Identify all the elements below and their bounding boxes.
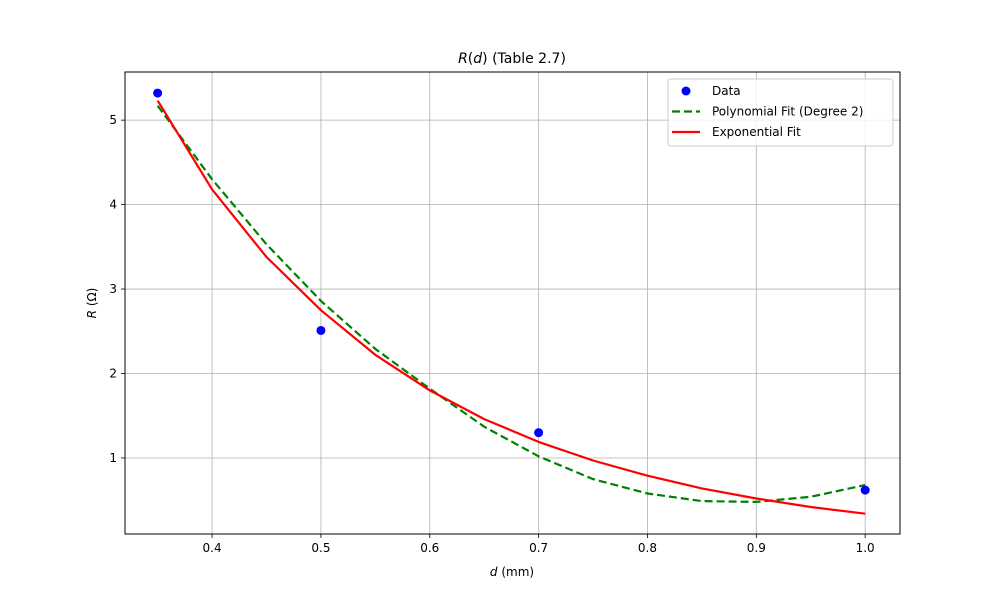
data-point: [153, 88, 163, 98]
y-tick-label: 5: [109, 113, 117, 127]
y-tick-label: 3: [109, 282, 117, 296]
y-tick-label: 4: [109, 198, 117, 212]
x-tick-label: 1.0: [856, 541, 875, 555]
data-point: [316, 325, 326, 335]
x-tick-label: 0.8: [638, 541, 657, 555]
y-axis-label: R (Ω): [85, 288, 99, 319]
plot-frame: [124, 71, 901, 535]
legend-label: Data: [712, 84, 741, 98]
legend: Data Polynomial Fit (Degree 2) Exponential…: [667, 78, 894, 147]
x-tick-label: 0.9: [747, 541, 766, 555]
exponential-fit-line: [156, 100, 866, 515]
y-axis-ticks: 1 2 3 4 5: [109, 113, 125, 465]
data-point: [860, 485, 870, 495]
y-tick-label: 2: [109, 367, 117, 381]
x-tick-label: 0.4: [203, 541, 222, 555]
x-tick-label: 0.7: [529, 541, 548, 555]
x-axis-label: d (mm): [490, 565, 534, 579]
legend-label: Polynomial Fit (Degree 2): [712, 105, 863, 119]
data-point: [534, 428, 544, 438]
chart-title: R(d) (Table 2.7): [458, 51, 566, 67]
plot-series: [153, 88, 870, 515]
legend-label: Exponential Fit: [712, 125, 801, 139]
y-tick-label: 1: [109, 451, 117, 465]
legend-box: [667, 78, 894, 147]
grid: [125, 72, 900, 534]
legend-marker-data: [681, 86, 691, 96]
polynomial-fit-line: [156, 105, 866, 503]
x-axis-ticks: 0.4 0.5 0.6 0.7 0.8 0.9 1.0: [203, 534, 875, 555]
x-tick-label: 0.5: [311, 541, 330, 555]
x-tick-label: 0.6: [420, 541, 439, 555]
